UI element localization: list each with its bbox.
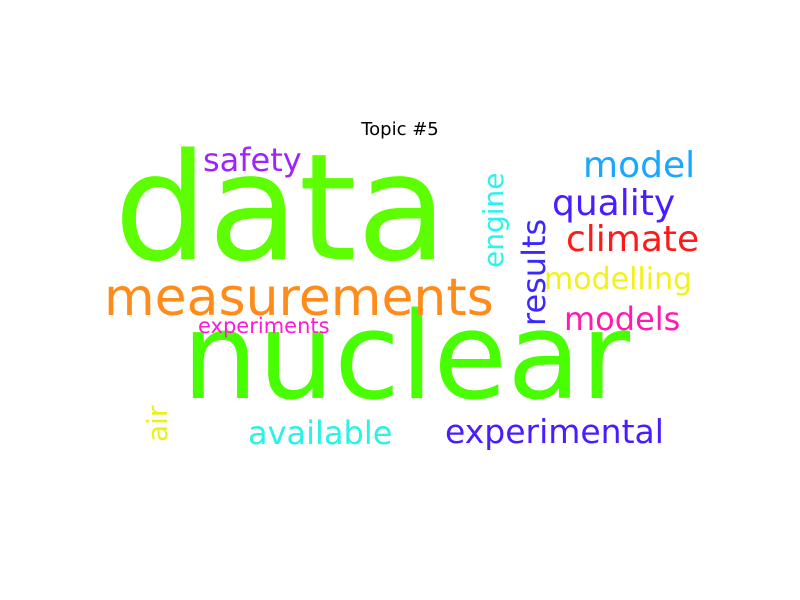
word-available: available xyxy=(248,414,393,452)
word-model: model xyxy=(583,145,696,186)
word-data: data xyxy=(114,122,448,294)
word-results: results xyxy=(515,218,553,326)
word-modelling: modelling xyxy=(544,262,693,297)
word-cloud: data nuclear measurements safety model q… xyxy=(100,134,720,456)
word-models: models xyxy=(564,300,681,338)
word-experiments: experiments xyxy=(198,314,330,338)
word-climate: climate xyxy=(566,219,700,260)
word-engine: engine xyxy=(477,172,510,269)
chart-title: Topic #5 xyxy=(361,119,439,140)
word-experimental: experimental xyxy=(445,412,664,451)
word-air: air xyxy=(141,405,174,442)
word-quality: quality xyxy=(552,183,676,224)
word-safety: safety xyxy=(203,141,302,179)
word-nuclear: nuclear xyxy=(182,288,631,427)
word-measurements: measurements xyxy=(104,268,494,328)
